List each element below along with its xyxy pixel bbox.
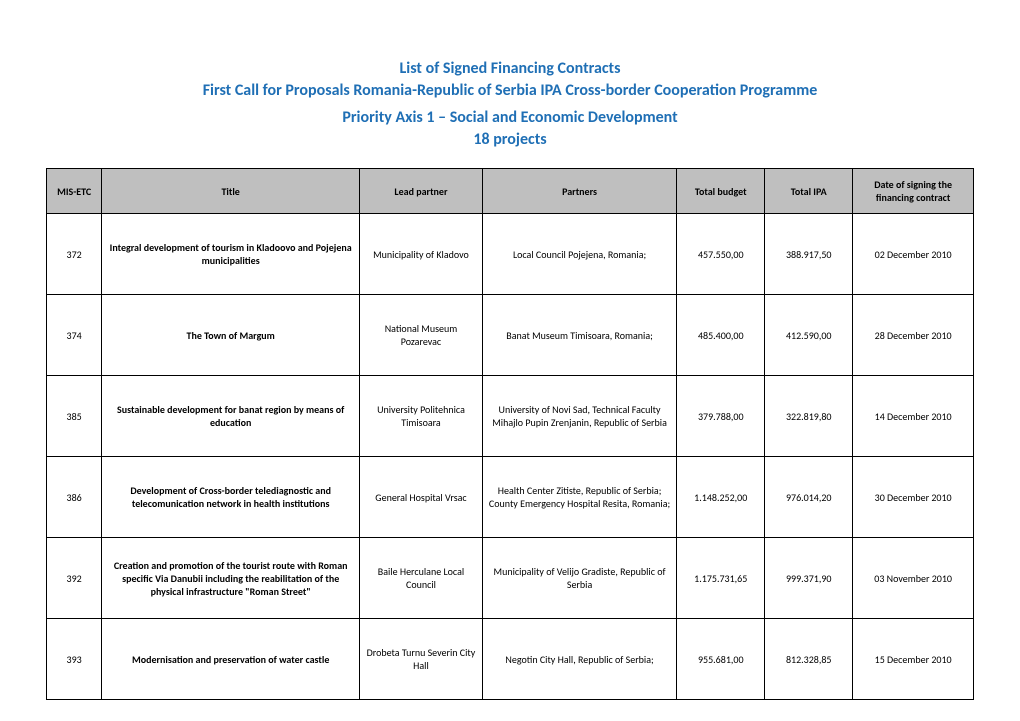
cell-partners: University of Novi Sad, Technical Facult… <box>482 376 676 457</box>
cell-date: 28 December 2010 <box>853 295 974 376</box>
cell-ipa: 999.371,90 <box>765 538 853 619</box>
cell-lead: National Museum Pozarevac <box>360 295 483 376</box>
cell-mis: 386 <box>47 457 102 538</box>
cell-budget: 379.788,00 <box>677 376 765 457</box>
cell-partners: Negotin City Hall, Republic of Serbia; <box>482 619 676 700</box>
table-row: 374 The Town of Margum National Museum P… <box>47 295 974 376</box>
cell-date: 15 December 2010 <box>853 619 974 700</box>
table-row: 385 Sustainable development for banat re… <box>47 376 974 457</box>
cell-date: 03 November 2010 <box>853 538 974 619</box>
cell-partners: Municipality of Velijo Gradiste, Republi… <box>482 538 676 619</box>
col-header-mis: MIS-ETC <box>47 169 102 214</box>
col-header-date: Date of signing the financing contract <box>853 169 974 214</box>
cell-ipa: 388.917,50 <box>765 214 853 295</box>
cell-lead: Baile Herculane Local Council <box>360 538 483 619</box>
cell-date: 02 December 2010 <box>853 214 974 295</box>
heading-line-1: List of Signed Financing Contracts <box>46 58 974 80</box>
cell-title: Modernisation and preservation of water … <box>102 619 360 700</box>
cell-lead: General Hospital Vrsac <box>360 457 483 538</box>
table-header-row: MIS-ETC Title Lead partner Partners Tota… <box>47 169 974 214</box>
cell-date: 30 December 2010 <box>853 457 974 538</box>
table-row: 392 Creation and promotion of the touris… <box>47 538 974 619</box>
cell-partners: Health Center Zitiste, Republic of Serbi… <box>482 457 676 538</box>
col-header-partners: Partners <box>482 169 676 214</box>
cell-ipa: 976.014,20 <box>765 457 853 538</box>
cell-mis: 392 <box>47 538 102 619</box>
heading-block: List of Signed Financing Contracts First… <box>46 58 974 150</box>
cell-ipa: 322.819,80 <box>765 376 853 457</box>
cell-partners: Banat Museum Timisoara, Romania; <box>482 295 676 376</box>
table-body: 372 Integral development of tourism in K… <box>47 214 974 700</box>
col-header-title: Title <box>102 169 360 214</box>
cell-ipa: 812.328,85 <box>765 619 853 700</box>
cell-date: 14 December 2010 <box>853 376 974 457</box>
cell-budget: 457.550,00 <box>677 214 765 295</box>
cell-partners: Local Council Pojejena, Romania; <box>482 214 676 295</box>
table-row: 386 Development of Cross-border telediag… <box>47 457 974 538</box>
cell-ipa: 412.590,00 <box>765 295 853 376</box>
cell-title: Development of Cross-border telediagnost… <box>102 457 360 538</box>
cell-lead: Municipality of Kladovo <box>360 214 483 295</box>
heading-line-3: Priority Axis 1 – Social and Economic De… <box>46 107 974 129</box>
cell-mis: 374 <box>47 295 102 376</box>
cell-lead: Drobeta Turnu Severin City Hall <box>360 619 483 700</box>
document-page: List of Signed Financing Contracts First… <box>0 0 1020 721</box>
heading-line-2: First Call for Proposals Romania-Republi… <box>46 80 974 102</box>
cell-mis: 372 <box>47 214 102 295</box>
cell-budget: 955.681,00 <box>677 619 765 700</box>
table-row: 372 Integral development of tourism in K… <box>47 214 974 295</box>
cell-title: Creation and promotion of the tourist ro… <box>102 538 360 619</box>
cell-mis: 385 <box>47 376 102 457</box>
cell-title: The Town of Margum <box>102 295 360 376</box>
cell-budget: 485.400,00 <box>677 295 765 376</box>
col-header-lead: Lead partner <box>360 169 483 214</box>
col-header-ipa: Total IPA <box>765 169 853 214</box>
cell-lead: University Politehnica Timisoara <box>360 376 483 457</box>
cell-mis: 393 <box>47 619 102 700</box>
contracts-table: MIS-ETC Title Lead partner Partners Tota… <box>46 168 974 700</box>
cell-title: Integral development of tourism in Klado… <box>102 214 360 295</box>
heading-line-4: 18 projects <box>46 129 974 151</box>
table-row: 393 Modernisation and preservation of wa… <box>47 619 974 700</box>
cell-budget: 1.148.252,00 <box>677 457 765 538</box>
cell-budget: 1.175.731,65 <box>677 538 765 619</box>
cell-title: Sustainable development for banat region… <box>102 376 360 457</box>
col-header-budget: Total budget <box>677 169 765 214</box>
